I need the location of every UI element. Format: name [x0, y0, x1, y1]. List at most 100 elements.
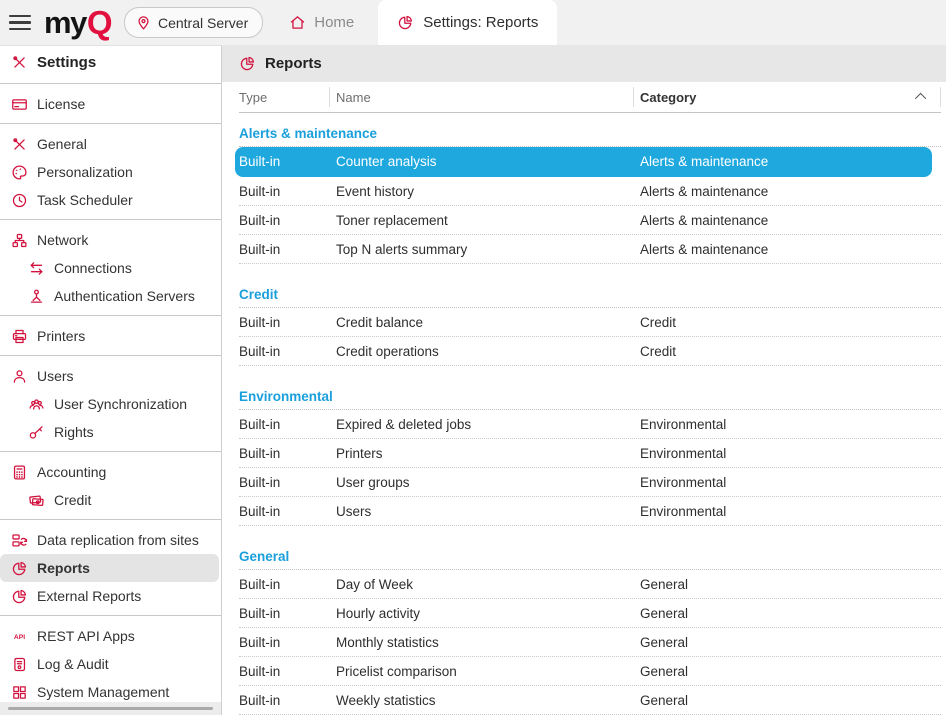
- column-header-category[interactable]: Category: [634, 87, 941, 107]
- report-group-header: Environmental: [239, 376, 941, 410]
- tab-home[interactable]: Home: [289, 14, 354, 31]
- replication-icon: [11, 532, 28, 549]
- report-name-cell: Expired & deleted jobs: [336, 416, 472, 432]
- sidebar-divider: [0, 451, 221, 452]
- sidebar-item-rights[interactable]: Rights: [0, 418, 221, 446]
- sidebar-item-log-audit[interactable]: Log & Audit: [0, 650, 221, 678]
- report-category-cell: General: [640, 634, 689, 650]
- sidebar-item-personalization[interactable]: Personalization: [0, 158, 221, 186]
- scrollbar-thumb[interactable]: [8, 707, 213, 710]
- sidebar-horizontal-scrollbar[interactable]: [0, 702, 221, 715]
- sidebar-item-general[interactable]: General: [0, 130, 221, 158]
- column-header-type[interactable]: Type: [239, 87, 330, 107]
- report-category-cell: Environmental: [640, 503, 727, 519]
- sidebar-item-label: Data replication from sites: [37, 532, 199, 548]
- sidebar-item-user-synchronization[interactable]: User Synchronization: [0, 390, 221, 418]
- report-row-credit-operations[interactable]: Built-in Credit operations Credit: [239, 337, 941, 366]
- central-server-label: Central Server: [157, 14, 249, 31]
- tab-settings-reports[interactable]: Settings: Reports: [378, 0, 558, 45]
- report-row-toner-replacement[interactable]: Built-in Toner replacement Alerts & mainte…: [239, 206, 941, 235]
- sidebar-item-license[interactable]: License: [0, 90, 221, 118]
- sidebar-item-label: Reports: [37, 560, 90, 576]
- report-type-cell: Built-in: [239, 445, 281, 461]
- report-category-cell: Credit: [640, 343, 677, 359]
- network-icon: [11, 232, 28, 249]
- report-name-cell: Toner replacement: [336, 212, 448, 228]
- sidebar-divider: [0, 83, 221, 84]
- palette-icon: [11, 164, 28, 181]
- settings-sidebar: Settings License General Personalization Ta…: [0, 45, 222, 715]
- sidebar-item-label: External Reports: [37, 588, 142, 604]
- report-type-cell: Built-in: [239, 183, 281, 199]
- report-category-cell: General: [640, 605, 689, 621]
- sidebar-item-authentication-servers[interactable]: Authentication Servers: [0, 282, 221, 310]
- sidebar-item-system-management[interactable]: System Management: [0, 678, 221, 706]
- report-category-cell: General: [640, 663, 689, 679]
- report-type-cell: Built-in: [239, 212, 281, 228]
- report-row-day-of-week[interactable]: Built-in Day of Week General: [239, 570, 941, 599]
- sidebar-item-external-reports[interactable]: External Reports: [0, 582, 221, 610]
- sidebar-item-users[interactable]: Users: [0, 362, 221, 390]
- logo-text-q: Q: [86, 4, 113, 41]
- report-row-printers[interactable]: Built-in Printers Environmental: [239, 439, 941, 468]
- central-server-button[interactable]: Central Server: [123, 7, 264, 38]
- report-row-hourly-activity[interactable]: Built-in Hourly activity General: [239, 599, 941, 628]
- pie-chart-icon: [239, 55, 256, 72]
- user-group-icon: [28, 396, 45, 413]
- report-category-cell: Alerts & maintenance: [640, 212, 769, 228]
- report-row-expired-deleted-jobs[interactable]: Built-in Expired & deleted jobs Environmen…: [239, 410, 941, 439]
- pie-chart-icon: [397, 14, 414, 31]
- sidebar-item-data-replication-from-sites[interactable]: Data replication from sites: [0, 526, 221, 554]
- report-row-weekly-statistics[interactable]: Built-in Weekly statistics General: [239, 686, 941, 715]
- sidebar-divider: [0, 355, 221, 356]
- sidebar-divider: [0, 519, 221, 520]
- sidebar-item-connections[interactable]: Connections: [0, 254, 221, 282]
- license-card-icon: [11, 96, 28, 113]
- sidebar-item-rest-api-apps[interactable]: API REST API Apps: [0, 622, 221, 650]
- report-row-event-history[interactable]: Built-in Event history Alerts & maintenanc…: [239, 177, 941, 206]
- sidebar-item-accounting[interactable]: Accounting: [0, 458, 221, 486]
- sidebar-item-label: Credit: [54, 492, 92, 508]
- report-row-counter-analysis[interactable]: Built-in Counter analysis Alerts & mainten…: [235, 147, 932, 177]
- report-row-top-n-alerts-summary[interactable]: Built-in Top N alerts summary Alerts & mai…: [239, 235, 941, 264]
- sidebar-item-label: Log & Audit: [37, 656, 109, 672]
- report-name-cell: Credit operations: [336, 343, 439, 359]
- report-type-cell: Built-in: [239, 663, 281, 679]
- report-row-monthly-statistics[interactable]: Built-in Monthly statistics General: [239, 628, 941, 657]
- hamburger-menu-icon[interactable]: [9, 0, 33, 45]
- sidebar-item-task-scheduler[interactable]: Task Scheduler: [0, 186, 221, 214]
- sidebar-item-network[interactable]: Network: [0, 226, 221, 254]
- top-bar: my Q Central Server Home Settings: Report…: [0, 0, 946, 45]
- report-name-cell: Day of Week: [336, 576, 414, 592]
- swap-arrows-icon: [28, 260, 45, 277]
- tools-icon: [11, 54, 28, 71]
- logo-text-my: my: [44, 5, 87, 40]
- sidebar-title-label: Settings: [37, 53, 97, 71]
- report-type-cell: Built-in: [239, 576, 281, 592]
- report-row-pricelist-comparison[interactable]: Built-in Pricelist comparison General: [239, 657, 941, 686]
- column-header-name[interactable]: Name: [330, 87, 634, 107]
- sort-ascending-icon: [914, 92, 927, 105]
- key-icon: [28, 424, 45, 441]
- report-type-cell: Built-in: [239, 154, 281, 169]
- report-category-cell: Environmental: [640, 474, 727, 490]
- report-type-cell: Built-in: [239, 343, 281, 359]
- user-icon: [11, 368, 28, 385]
- page-title: Reports: [265, 55, 322, 72]
- report-row-user-groups[interactable]: Built-in User groups Environmental: [239, 468, 941, 497]
- sidebar-item-label: Authentication Servers: [54, 288, 195, 304]
- grid-icon: [11, 684, 28, 701]
- sidebar-divider: [0, 315, 221, 316]
- sidebar-item-label: User Synchronization: [54, 396, 188, 412]
- sidebar-item-reports[interactable]: Reports: [0, 554, 219, 582]
- sidebar-item-label: Printers: [37, 328, 86, 344]
- report-row-users[interactable]: Built-in Users Environmental: [239, 497, 941, 526]
- sidebar-item-label: Task Scheduler: [37, 192, 133, 208]
- sidebar-item-printers[interactable]: Printers: [0, 322, 221, 350]
- report-category-cell: Environmental: [640, 445, 727, 461]
- sidebar-item-credit[interactable]: Credit: [0, 486, 221, 514]
- pie-chart-icon: [11, 560, 28, 577]
- report-group-header: Credit: [239, 274, 941, 308]
- report-row-credit-balance[interactable]: Built-in Credit balance Credit: [239, 308, 941, 337]
- tab-home-label: Home: [314, 14, 355, 31]
